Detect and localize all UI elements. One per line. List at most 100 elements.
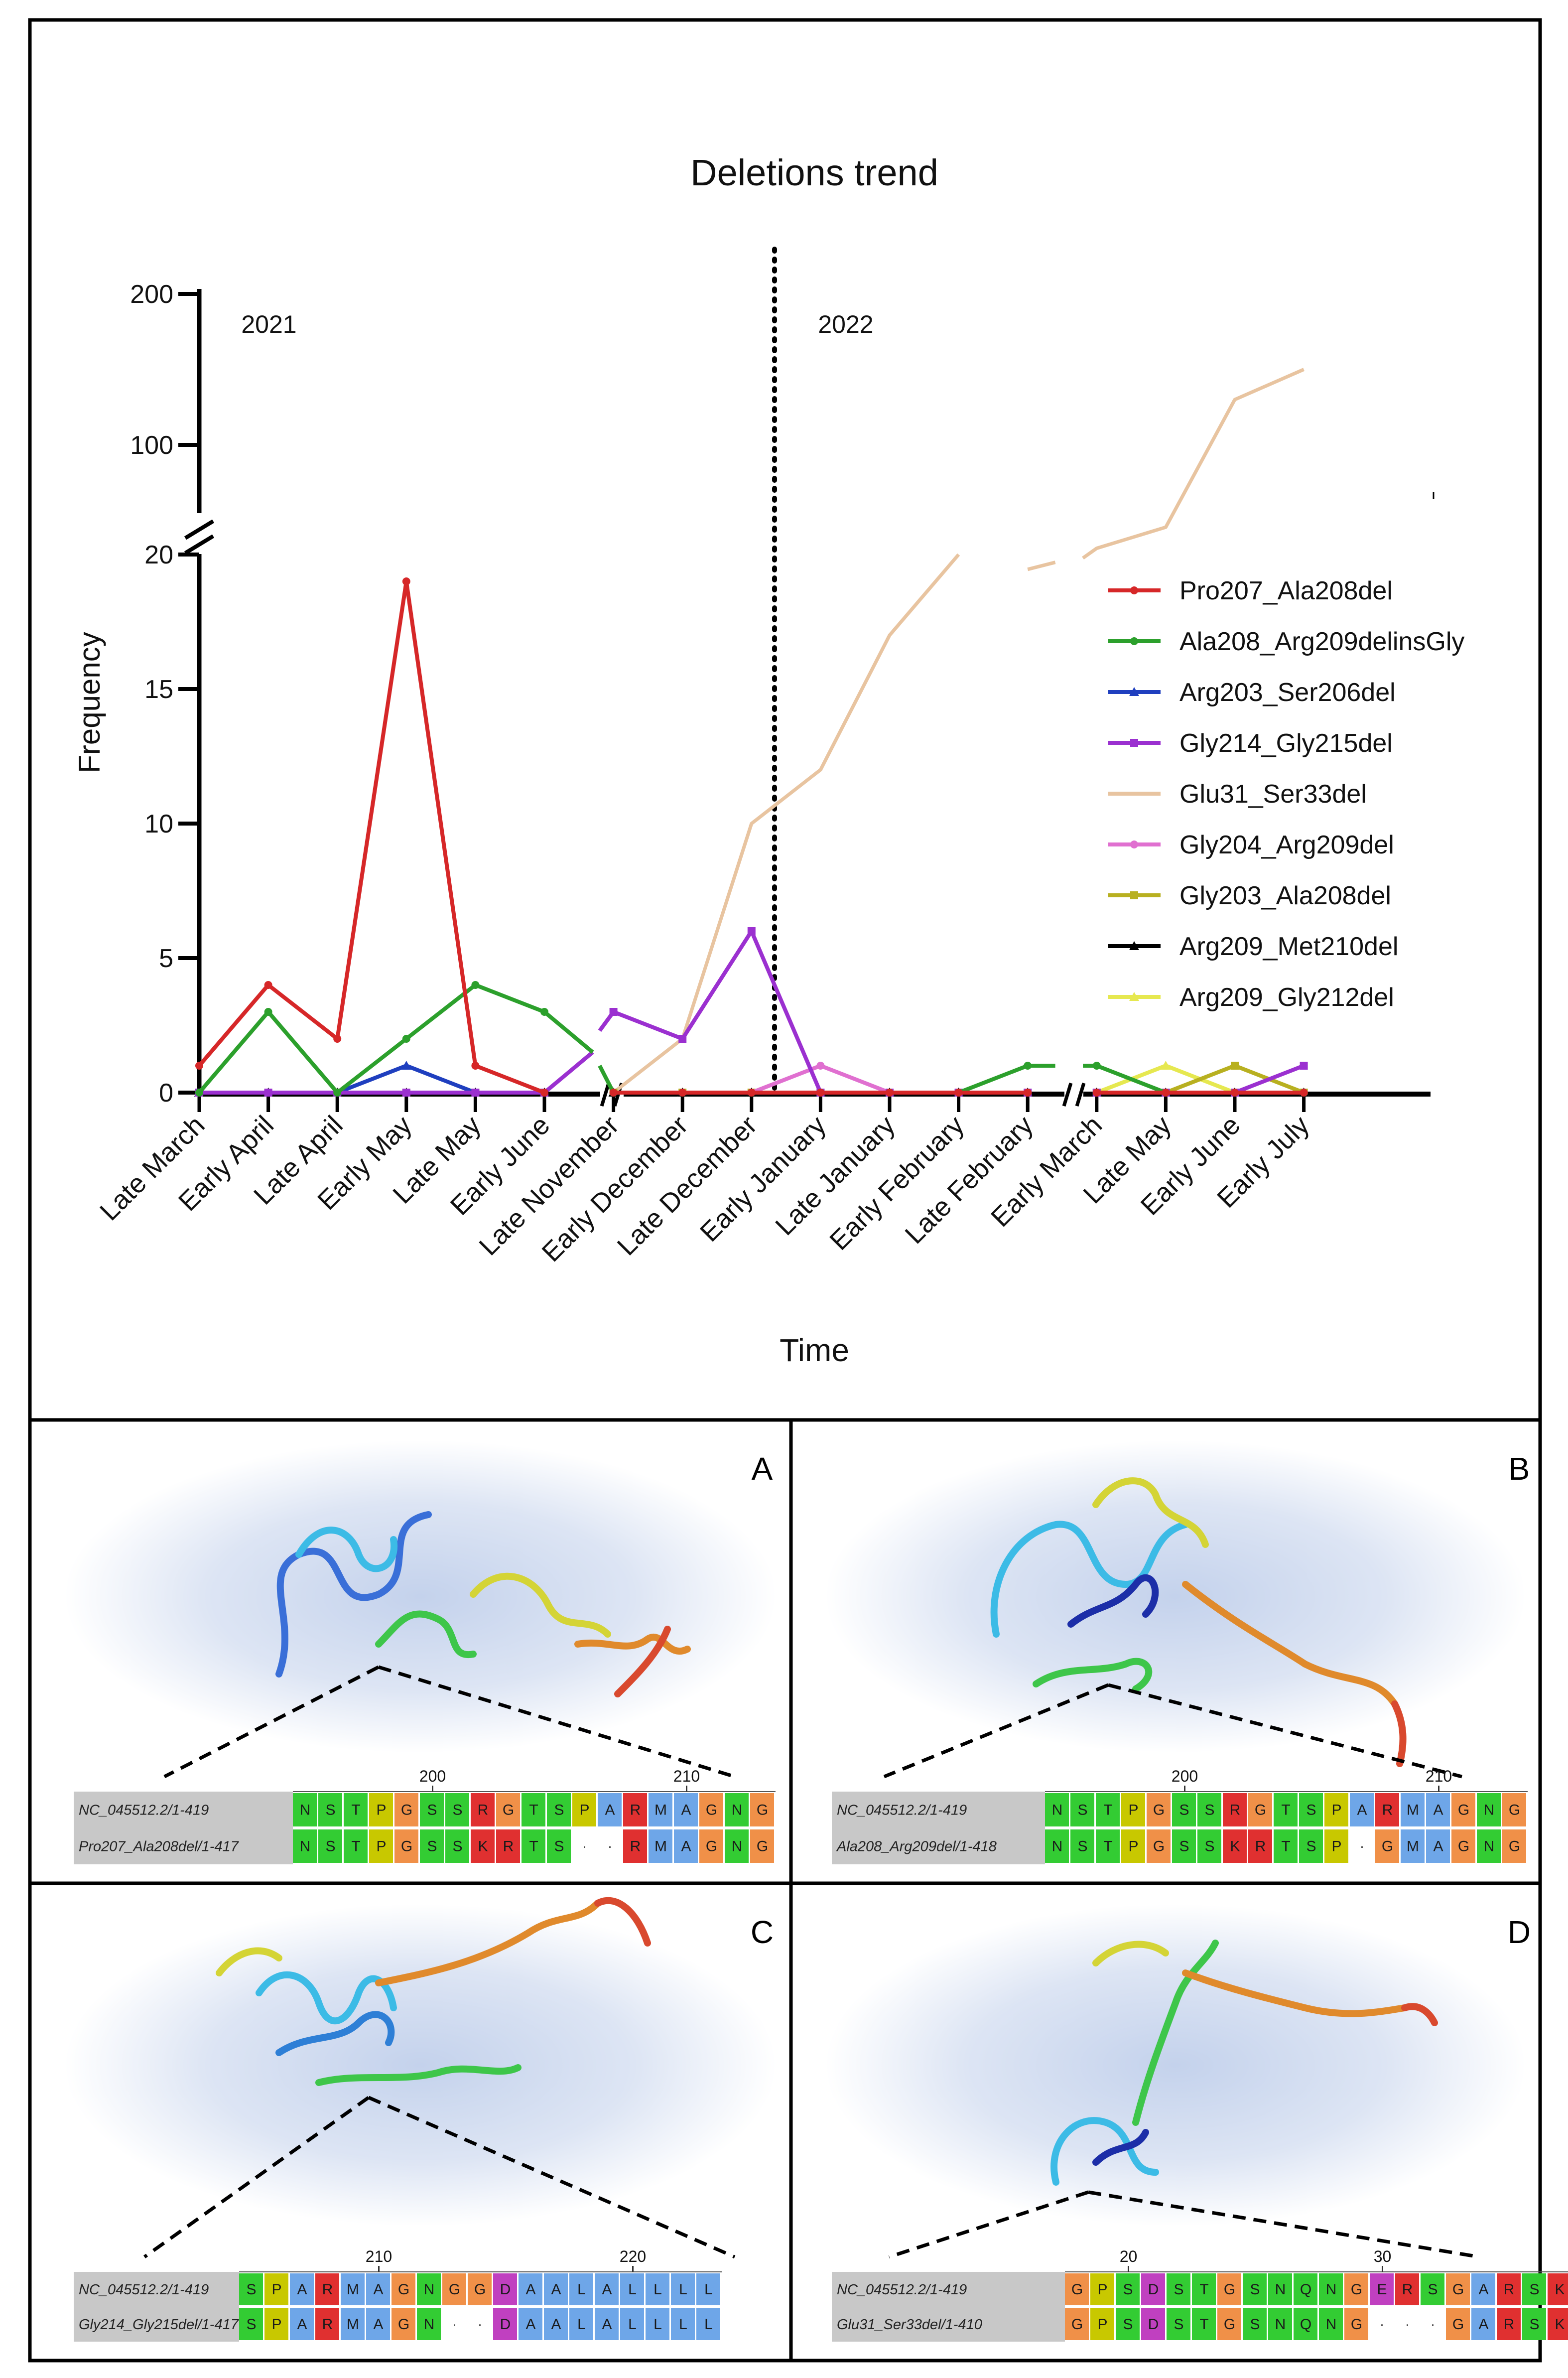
ruler-label: 200: [1172, 1767, 1198, 1785]
panel-letter: B: [1509, 1451, 1530, 1487]
legend-item: Glu31_Ser33del: [1108, 780, 1367, 809]
residue-cell: [471, 1829, 495, 1863]
data-point: [402, 1035, 410, 1043]
residue-letter: N: [1326, 2316, 1337, 2333]
residue-letter: P: [1097, 2316, 1107, 2333]
residue-letter: M: [1407, 1802, 1419, 1818]
residue-cell: [1217, 2273, 1241, 2305]
x-axis-break-mark: [1062, 1082, 1073, 1107]
residue-letter: R: [630, 1838, 641, 1855]
residue-letter: R: [478, 1802, 489, 1818]
legend-marker: [1129, 941, 1139, 950]
protein-structure-illustration: [990, 1477, 1407, 1767]
y-axis-break-mark: [184, 519, 215, 540]
residue-letter: M: [347, 2281, 359, 2298]
residue-letter: L: [628, 2316, 637, 2333]
residue-letter: G: [1224, 2281, 1235, 2298]
residue-letter: N: [732, 1802, 743, 1818]
residue-letter: N: [1484, 1838, 1495, 1855]
residue-letter: L: [577, 2316, 586, 2333]
residue-cell: [1192, 2273, 1216, 2305]
residue-cell: [547, 1793, 571, 1826]
residue-cell: [1172, 1793, 1196, 1826]
residue-letter: ·: [1431, 2316, 1436, 2333]
residue-letter: P: [1128, 1802, 1138, 1818]
residue-cell: [646, 2273, 669, 2305]
x-axis-label: Time: [780, 1332, 849, 1368]
protein-background-glow: [825, 1440, 1526, 1753]
residue-letter: M: [654, 1838, 667, 1855]
year-label-2021: 2021: [241, 310, 296, 338]
residue-cell: [1172, 1829, 1196, 1863]
residue-letter: S: [1174, 2316, 1183, 2333]
residue-cell: [519, 2308, 542, 2340]
residue-letter: S: [452, 1838, 462, 1855]
legend-item: Arg209_Met210del: [1108, 932, 1398, 961]
residue-cell: [1268, 2308, 1292, 2340]
protein-ribbon: [1391, 1700, 1407, 1767]
residue-letter: G: [1458, 1802, 1469, 1818]
residue-cell: [1096, 1793, 1120, 1826]
sequence-name: Gly214_Gly215del/1-417: [79, 2317, 240, 2333]
residue-cell: [366, 2308, 390, 2340]
residue-cell: [1471, 2308, 1495, 2340]
residue-letter: A: [681, 1802, 691, 1818]
residue-letter: T: [351, 1838, 360, 1855]
residue-cell: [1045, 1829, 1069, 1863]
residue-cell: [1426, 1829, 1450, 1863]
data-point: [333, 1035, 342, 1043]
residue-cell: [1274, 1829, 1298, 1863]
legend-marker: [1130, 891, 1138, 899]
protein-ribbon: [1182, 1969, 1408, 2017]
residue-cell: [725, 1793, 749, 1826]
residue-letter: S: [246, 2281, 256, 2298]
residue-cell: [750, 1829, 774, 1863]
residue-letter: N: [300, 1802, 311, 1818]
residue-cell: [1421, 2273, 1444, 2305]
sequence-name: NC_045512.2/1-419: [79, 1803, 209, 1818]
residue-cell: [1395, 2308, 1419, 2340]
residue-letter: L: [679, 2316, 687, 2333]
protein-background-glow: [64, 1904, 777, 2226]
residue-cell: [1497, 2273, 1521, 2305]
residue-cell: [1344, 2273, 1368, 2305]
protein-ribbon: [275, 1511, 432, 1678]
sequence-name: Ala208_Arg209del/1-418: [836, 1839, 997, 1855]
data-point: [471, 1089, 480, 1097]
protein-ribbon: [375, 1900, 601, 1986]
protein-ribbon: [470, 1572, 611, 1638]
zoom-guide-line: [1088, 2190, 1480, 2259]
residue-cell: [366, 2273, 390, 2305]
protein-ribbon: [1182, 1581, 1398, 1707]
residue-letter: G: [1351, 2281, 1362, 2298]
residue-letter: S: [1428, 2281, 1437, 2298]
residue-cell: [1370, 2273, 1394, 2305]
residue-letter: N: [1326, 2281, 1337, 2298]
residue-cell: [468, 2273, 492, 2305]
residue-letter: G: [1071, 2281, 1083, 2298]
residue-letter: G: [401, 1802, 412, 1818]
residue-cell: [1477, 1829, 1501, 1863]
data-point: [747, 1089, 756, 1097]
protein-ribbon: [1401, 2003, 1438, 2026]
residue-cell: [1248, 1829, 1272, 1863]
residue-letter: T: [1281, 1838, 1290, 1855]
residue-cell: [1141, 2308, 1165, 2340]
residue-cell: [1268, 2273, 1292, 2305]
data-point: [264, 1089, 272, 1097]
residue-cell: [1548, 2273, 1568, 2305]
sequence-name: NC_045512.2/1-419: [79, 2282, 209, 2298]
residue-letter: S: [1204, 1838, 1214, 1855]
ruler-label: 200: [419, 1767, 446, 1785]
ruler-label: 220: [620, 2247, 646, 2265]
residue-cell: [318, 1829, 342, 1863]
residue-letter: P: [579, 1802, 589, 1818]
legend-label: Glu31_Ser33del: [1179, 780, 1367, 809]
residue-cell: [1090, 2273, 1114, 2305]
residue-cell: [1116, 2308, 1140, 2340]
residue-cell: [1497, 2308, 1521, 2340]
legend-item: Ala208_Arg209delinsGly: [1108, 627, 1464, 656]
residue-letter: G: [1255, 1802, 1266, 1818]
residue-letter: A: [525, 2281, 535, 2298]
